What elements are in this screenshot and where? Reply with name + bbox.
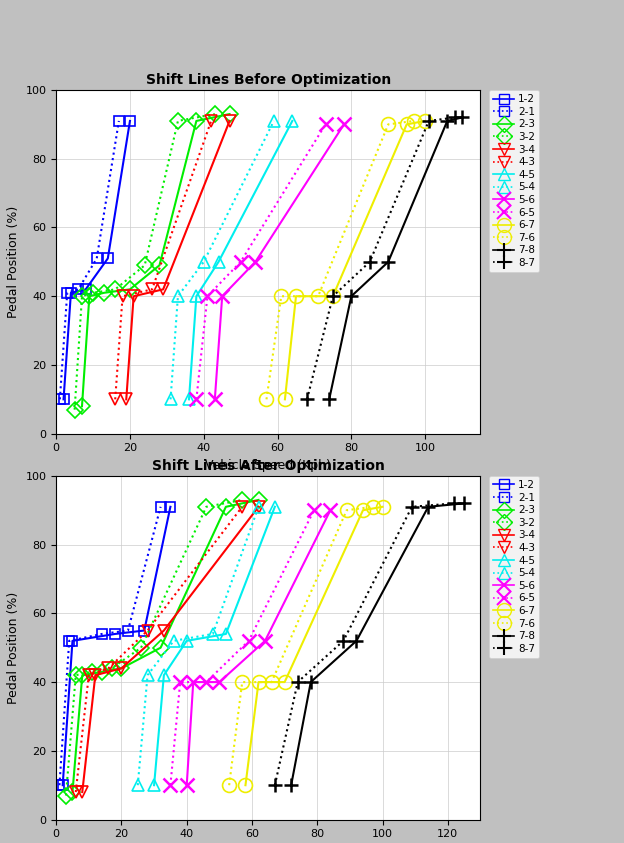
Title: Shift Lines After Optimization: Shift Lines After Optimization — [152, 459, 385, 473]
Y-axis label: Pedal Position (%): Pedal Position (%) — [7, 592, 20, 704]
Y-axis label: Pedal Position (%): Pedal Position (%) — [7, 206, 20, 318]
Legend: 1-2, 2-1, 2-3, 3-2, 3-4, 4-3, 4-5, 5-4, 5-6, 6-5, 6-7, 7-6, 7-8, 8-7: 1-2, 2-1, 2-3, 3-2, 3-4, 4-3, 4-5, 5-4, … — [489, 90, 539, 272]
Legend: 1-2, 2-1, 2-3, 3-2, 3-4, 4-3, 4-5, 5-4, 5-6, 6-5, 6-7, 7-6, 7-8, 8-7: 1-2, 2-1, 2-3, 3-2, 3-4, 4-3, 4-5, 5-4, … — [489, 475, 539, 658]
Title: Shift Lines Before Optimization: Shift Lines Before Optimization — [145, 73, 391, 88]
X-axis label: Vehicle Speed (Kph): Vehicle Speed (Kph) — [205, 459, 331, 472]
